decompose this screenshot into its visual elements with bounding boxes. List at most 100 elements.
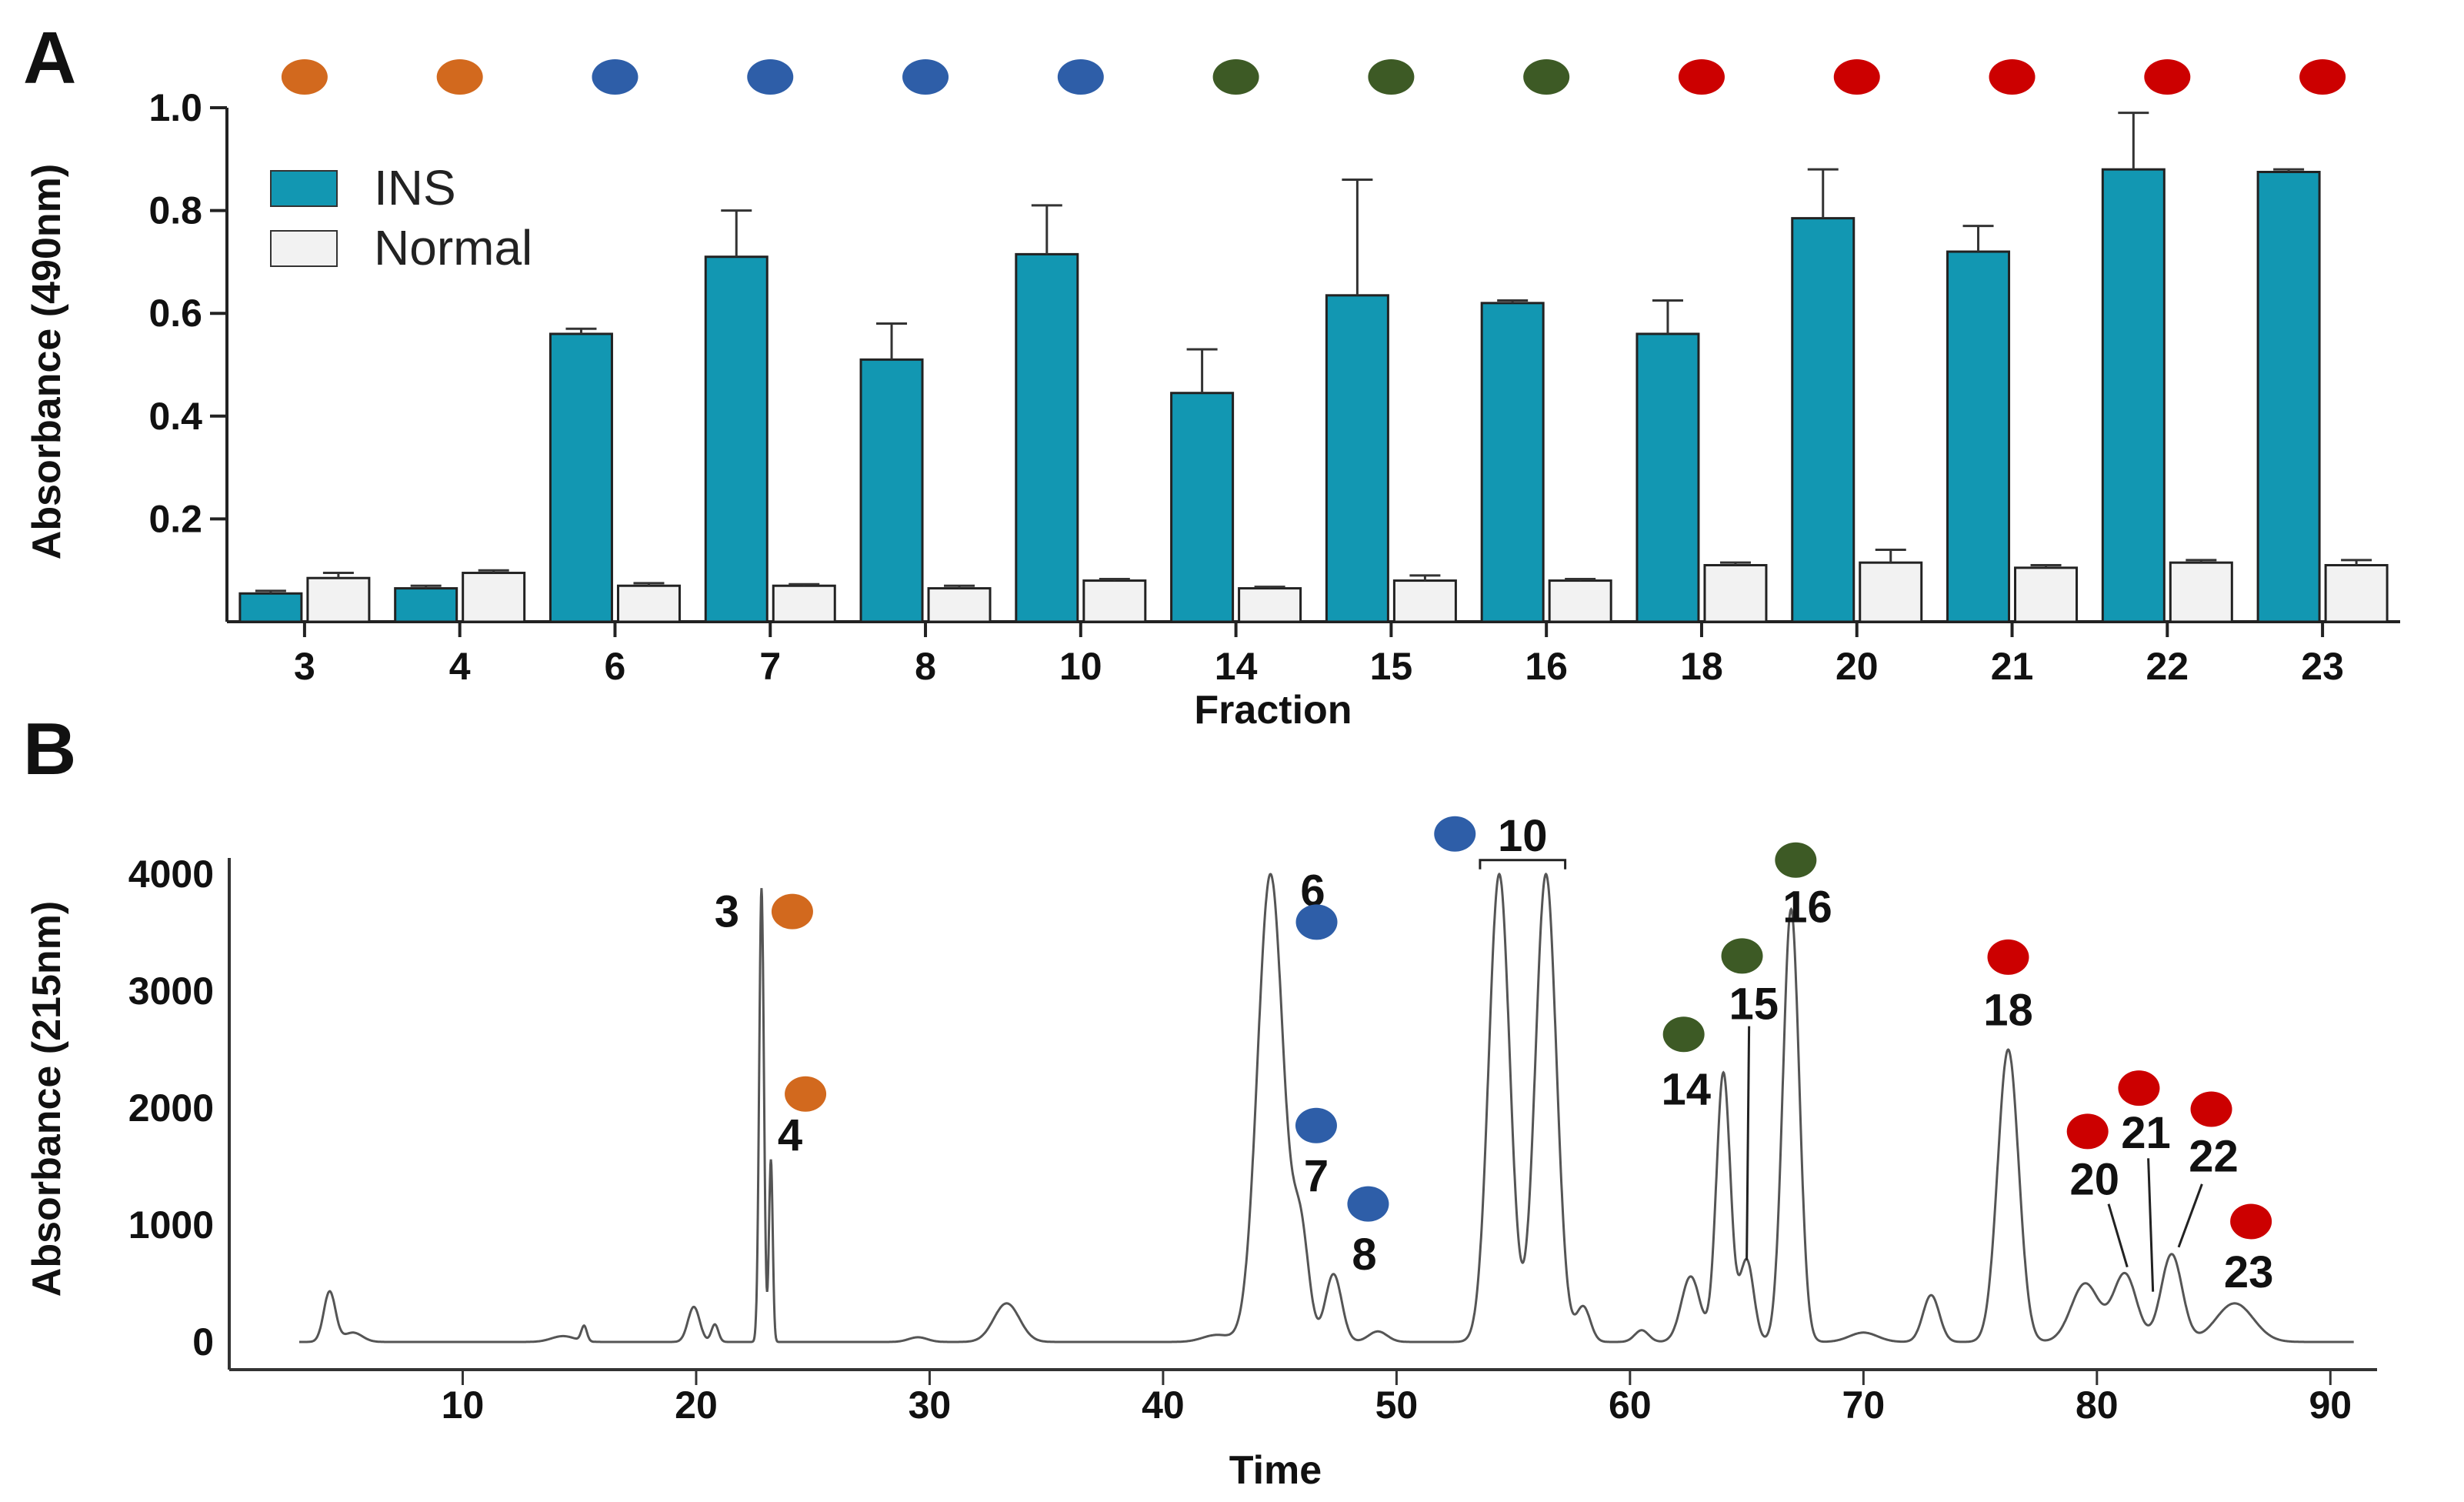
bar-ins [2101,168,2166,623]
bar-ins [394,587,458,623]
bar-normal [2014,566,2079,623]
bar-normal [772,584,836,623]
group-color-dot [1523,59,1570,95]
peak-label-21: 21 [2121,1108,2171,1158]
panel-a-x-tick-label: 23 [2301,645,2344,688]
peak-label-3: 3 [715,887,739,937]
peak-dot-18 [1987,939,2029,975]
peak-label-4: 4 [778,1110,802,1160]
peak-label-10: 10 [1498,811,1548,861]
panel-a-x-tick-label: 18 [1680,645,1723,688]
panel-a-x-tick-label: 6 [605,645,626,688]
bar-ins [1325,294,1389,623]
panel-a-x-tick-label: 3 [294,645,315,688]
group-color-dot [747,59,794,95]
legend-swatch-ins [270,170,338,207]
legend-label-normal: Normal [374,220,532,275]
panel-a-x-tick-label: 4 [449,645,471,688]
panel-a-x-tick-label: 10 [1059,645,1102,688]
bar-normal [1859,561,1923,623]
peak-dot-8 [1347,1186,1389,1222]
peak-dot-4 [785,1076,827,1112]
bar-ins [548,332,613,623]
legend-swatch-normal [270,230,338,267]
bar-normal [1238,587,1302,623]
peak-dot-15 [1721,938,1763,974]
group-color-dot [281,59,328,95]
bar-normal [1548,579,1612,623]
peak-label-8: 8 [1352,1230,1376,1280]
panel-a-x-tick-label: 22 [2146,645,2189,688]
bar-normal [462,572,526,623]
panel-b-x-tick-label: 70 [1842,1384,1886,1427]
peak-arrow-22 [2177,1183,2203,1248]
peak-dot-14 [1662,1016,1705,1053]
panel-a-ylabel: Absorbance (490nm) [25,164,69,559]
peak-dot-7 [1295,1107,1337,1143]
panel-a-bar-chart: 0.2 0.4 0.6 0.8 1.0 3 4 6 7 8 10 14 15 16 18 20 21 22 23 [148,59,2400,688]
bar-ins [1015,252,1079,623]
panel-a-y-tick-label: 1.0 [148,86,202,129]
bar-ins [1170,392,1235,623]
peak-arrow-20 [2107,1203,2129,1268]
group-color-dot [1989,59,2036,95]
bar-normal [927,587,992,623]
group-color-dot [1833,59,1880,95]
peak-label-22: 22 [2189,1131,2239,1181]
peak-arrow-21 [2147,1158,2155,1292]
legend-label-ins: INS [374,160,456,215]
panel-b-x-tick-label: 60 [1609,1384,1652,1427]
peak-dot-10 [1434,816,1476,852]
panel-a-x-tick-label: 15 [1370,645,1413,688]
group-color-dot [2299,59,2346,95]
panel-a-x-tick-label: 14 [1215,645,1258,688]
panel-b-chromatogram: 10 20 30 40 50 60 70 80 900100020003000400034678… [128,811,2377,1427]
peak-label-23: 23 [2224,1247,2274,1297]
panel-b-xlabel: Time [1229,1448,1322,1493]
panel-b-y-tick-label: 0 [192,1320,214,1363]
group-color-dot [1057,59,1104,95]
peak-dot-22 [2190,1091,2232,1127]
group-color-dot [436,59,483,95]
group-color-dot [592,59,639,95]
panel-a-x-tick-label: 7 [759,645,781,688]
panel-b-y-tick-label: 2000 [128,1086,214,1130]
panel-a-y-tick-label: 0.4 [148,395,202,438]
peak-label-20: 20 [2070,1155,2120,1205]
peak-dot-21 [2118,1070,2160,1106]
panel-a-x-tick-label: 8 [915,645,936,688]
peak-dot-6 [1295,904,1338,940]
bar-normal [306,576,371,623]
panel-b-x-tick-label: 30 [909,1384,952,1427]
peak-dot-23 [2230,1203,2272,1240]
bar-normal [1082,579,1147,623]
panel-a-y-tick-label: 0.8 [148,189,202,232]
peak-label-16: 16 [1782,883,1832,933]
group-color-dot [902,59,949,95]
bar-normal [2169,561,2233,623]
group-color-dot [1678,59,1725,95]
peak-label-14: 14 [1661,1065,1711,1115]
peak-label-15: 15 [1729,980,1779,1030]
bar-ins [1791,217,1856,623]
bar-ins [859,358,924,623]
panel-a-x-tick-label: 16 [1525,645,1568,688]
group-color-dot [1212,59,1259,95]
bar-ins [2256,171,2321,623]
panel-b-letter: B [23,708,76,790]
peak-dot-20 [2066,1113,2109,1150]
panel-b-x-tick-label: 50 [1375,1384,1419,1427]
chromatogram-trace [299,872,2354,1343]
peak-bracket-10 [1479,859,1567,869]
panel-b-y-tick-label: 4000 [128,853,214,896]
bar-ins [238,592,303,623]
panel-b-y-tick-label: 1000 [128,1203,214,1247]
bar-ins [1480,302,1545,623]
panel-a-x-tick-label: 20 [1835,645,1879,688]
panel-a-y-tick-label: 0.6 [148,292,202,335]
bar-normal [2324,564,2389,623]
panel-b-x-tick-label: 20 [675,1384,718,1427]
peak-dot-3 [771,893,813,930]
panel-b-x-tick-label: 10 [442,1384,485,1427]
